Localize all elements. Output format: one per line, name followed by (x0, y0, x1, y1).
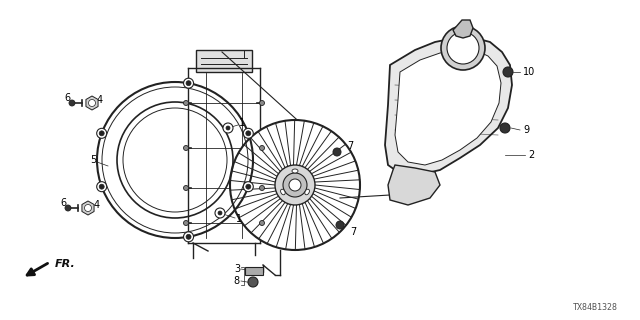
Circle shape (184, 232, 193, 242)
Polygon shape (86, 96, 98, 110)
Polygon shape (385, 38, 512, 175)
Text: 4: 4 (97, 95, 103, 105)
Circle shape (223, 123, 233, 133)
Text: 6: 6 (60, 198, 66, 208)
Ellipse shape (280, 189, 285, 195)
Circle shape (246, 184, 251, 189)
Circle shape (500, 123, 510, 133)
Circle shape (215, 208, 225, 218)
Text: 10: 10 (523, 67, 535, 77)
Text: TX84B1328: TX84B1328 (573, 303, 618, 312)
Circle shape (184, 78, 193, 88)
Ellipse shape (292, 169, 298, 173)
Circle shape (259, 186, 264, 190)
Circle shape (186, 234, 191, 239)
Circle shape (259, 100, 264, 106)
Circle shape (99, 131, 104, 136)
Circle shape (441, 26, 485, 70)
Text: 7: 7 (347, 141, 353, 151)
Polygon shape (388, 165, 440, 205)
Circle shape (88, 100, 95, 107)
Circle shape (65, 205, 71, 211)
Circle shape (248, 277, 258, 287)
Circle shape (259, 146, 264, 150)
Circle shape (246, 131, 251, 136)
Circle shape (99, 184, 104, 189)
FancyBboxPatch shape (245, 267, 263, 275)
Text: 2: 2 (528, 150, 534, 160)
Text: 6: 6 (64, 93, 70, 103)
Text: 1: 1 (239, 118, 245, 128)
Circle shape (333, 148, 341, 156)
Text: FR.: FR. (55, 259, 76, 269)
Polygon shape (395, 50, 501, 165)
Circle shape (69, 100, 75, 106)
Circle shape (275, 165, 315, 205)
Circle shape (84, 204, 92, 212)
Circle shape (336, 221, 344, 229)
Text: 1: 1 (236, 214, 242, 224)
Circle shape (259, 220, 264, 226)
Circle shape (184, 220, 189, 226)
Circle shape (218, 211, 222, 215)
FancyBboxPatch shape (196, 50, 252, 72)
Ellipse shape (305, 189, 309, 195)
Circle shape (447, 32, 479, 64)
Polygon shape (82, 201, 94, 215)
Circle shape (186, 81, 191, 86)
Text: 7: 7 (350, 227, 356, 237)
Circle shape (184, 100, 189, 106)
Text: 5: 5 (90, 155, 96, 165)
Circle shape (184, 146, 189, 150)
Circle shape (289, 179, 301, 191)
Circle shape (243, 182, 253, 192)
Text: 4: 4 (94, 200, 100, 210)
Circle shape (283, 173, 307, 197)
Circle shape (97, 128, 107, 138)
Text: 8: 8 (234, 276, 240, 286)
Circle shape (503, 67, 513, 77)
Text: 9: 9 (523, 125, 529, 135)
Text: 3: 3 (234, 264, 240, 274)
Circle shape (97, 182, 107, 192)
Circle shape (243, 128, 253, 138)
Polygon shape (453, 20, 473, 38)
Circle shape (226, 126, 230, 130)
Circle shape (184, 186, 189, 190)
Circle shape (230, 120, 360, 250)
